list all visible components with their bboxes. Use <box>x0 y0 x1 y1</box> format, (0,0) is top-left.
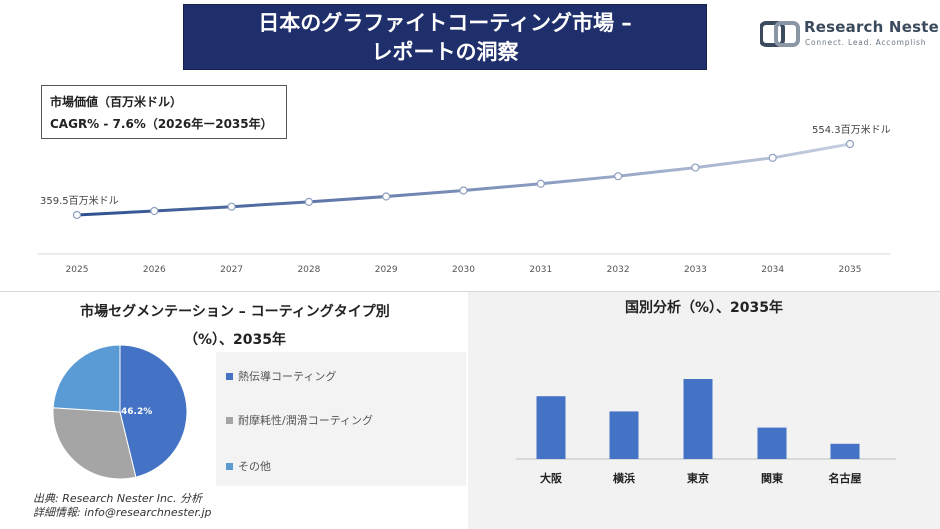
data-point <box>382 192 391 201</box>
legend-item: その他 <box>226 458 271 474</box>
legend-label: 耐摩耗性/潤滑コーティング <box>238 414 374 427</box>
market-info-box: 市場価値（百万米ドル） CAGR% - 7.6%（2026年ー2035年） <box>41 85 287 139</box>
source-note: 出典: Research Nester Inc. 分析 詳細情報: info@r… <box>33 492 212 520</box>
section-divider <box>0 291 940 292</box>
regional-bar-chart: 大阪 横浜 東京 関東 名古屋 <box>516 379 896 485</box>
x-tick-label: 2035 <box>839 265 862 275</box>
x-tick-label: 2028 <box>297 265 320 275</box>
cagr-label: CAGR% - 7.6%（2026年ー2035年） <box>50 117 273 131</box>
market-value-label: 市場価値（百万米ドル） <box>50 95 183 109</box>
pie-data-label: 46.2% <box>121 407 152 417</box>
bar-category-label: 名古屋 <box>829 471 862 485</box>
bar <box>830 443 860 459</box>
regional-analysis-title: 国別分析（%）、2035年 <box>625 300 783 316</box>
research-nester-logo: Research Nester Connect. Lead. Accomplis… <box>760 18 940 52</box>
legend-item: 耐摩耗性/潤滑コーティング <box>226 412 373 428</box>
report-title-line1: 日本のグラファイトコーティング市場 – <box>258 11 632 35</box>
data-point <box>72 210 82 220</box>
x-tick-label: 2025 <box>66 265 89 275</box>
bar-category-label: 横浜 <box>613 471 635 485</box>
data-point <box>227 202 236 211</box>
data-point <box>150 206 159 216</box>
coating-type-pie-chart: 46.2% <box>52 344 188 480</box>
end-value-label: 554.3百万米ドル <box>812 123 891 136</box>
data-point <box>845 139 855 149</box>
segmentation-title: 市場セグメンテーション – コーティングタイプ別 （%）、2035年 <box>30 298 440 354</box>
bar-category-label: 大阪 <box>540 471 563 485</box>
legend-label: 熱伝導コーティング <box>238 370 337 383</box>
logo-mark-icon <box>760 21 800 47</box>
segmentation-title-line1: 市場セグメンテーション – コーティングタイプ別 <box>80 304 390 320</box>
source-line: 出典: Research Nester Inc. 分析 <box>33 492 202 505</box>
pie-slice <box>52 344 121 413</box>
segmentation-title-line2: （%）、2035年 <box>184 332 286 348</box>
data-point <box>613 172 623 181</box>
x-tick-label: 2032 <box>607 265 630 275</box>
x-tick-label: 2027 <box>220 265 243 275</box>
x-tick-label: 2033 <box>684 265 707 275</box>
data-point <box>459 186 468 195</box>
legend-label: その他 <box>238 460 271 473</box>
legend-swatch-icon <box>226 462 233 470</box>
bar-category-label: 東京 <box>687 471 709 485</box>
contact-line: 詳細情報: info@researchnester.jp <box>33 506 212 519</box>
bar <box>609 411 639 459</box>
data-point <box>304 197 313 206</box>
x-tick-label: 2026 <box>143 265 166 275</box>
bar-category-label: 関東 <box>761 471 784 485</box>
data-point <box>536 179 545 188</box>
x-tick-label: 2034 <box>761 265 784 275</box>
pie-slice <box>119 344 188 478</box>
logo-tagline: Connect. Lead. Accomplish <box>805 38 927 47</box>
pie-slice <box>52 407 137 480</box>
legend-swatch-icon <box>226 416 233 424</box>
x-tick-label: 2031 <box>529 265 552 275</box>
data-point <box>768 153 777 162</box>
market-growth-line-chart: 2025 2026 2027 2028 2029 2030 2031 2032 2033 2034… <box>38 123 891 275</box>
report-title-line2: レポートの洞察 <box>371 40 519 64</box>
pie-legend: 熱伝導コーティング 耐摩耗性/潤滑コーティング その他 <box>216 352 466 486</box>
legend-swatch-icon <box>226 372 233 380</box>
bar <box>683 379 713 459</box>
bar <box>536 396 566 459</box>
series-line <box>76 142 851 217</box>
legend-item: 熱伝導コーティング <box>226 368 336 384</box>
data-point <box>691 163 700 172</box>
bar <box>757 427 787 459</box>
logo-name: Research Nester <box>804 18 940 36</box>
report-title-banner: 日本のグラファイトコーティング市場 – レポートの洞察 <box>183 4 707 70</box>
x-tick-label: 2029 <box>375 265 398 275</box>
x-tick-label: 2030 <box>452 265 475 275</box>
start-value-label: 359.5百万米ドル <box>40 194 119 207</box>
